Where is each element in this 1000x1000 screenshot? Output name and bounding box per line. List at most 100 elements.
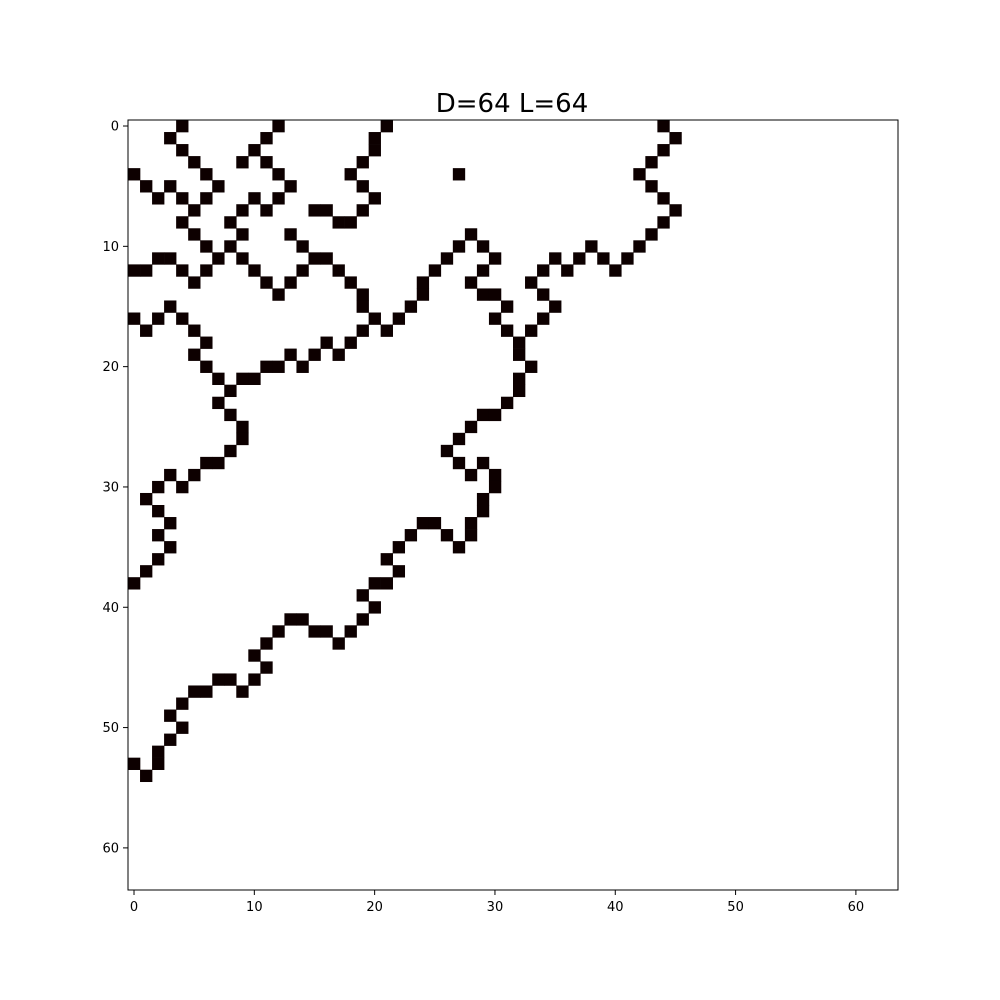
filled-cell — [164, 733, 177, 746]
filled-cell — [404, 529, 418, 542]
filled-cell — [284, 613, 297, 626]
filled-cell — [452, 168, 466, 181]
filled-cell — [236, 204, 249, 217]
filled-cell — [296, 613, 309, 626]
filled-cell — [224, 673, 237, 686]
filled-cell — [464, 420, 478, 434]
filled-cell — [176, 120, 189, 133]
filled-cell — [525, 360, 538, 373]
filled-cell — [296, 360, 309, 373]
filled-cell — [488, 480, 502, 494]
filled-cell — [248, 649, 261, 662]
filled-cell — [176, 697, 189, 710]
filled-cell — [308, 348, 321, 361]
filled-cell — [464, 517, 478, 530]
filled-cell — [152, 745, 165, 758]
filled-cell — [164, 541, 177, 554]
filled-cell — [368, 577, 381, 590]
chart-title: D=64 L=64 — [436, 89, 589, 119]
plot-frame — [127, 119, 899, 891]
filled-cell — [645, 228, 658, 241]
y-tick-label: 60 — [102, 841, 119, 856]
filled-cell — [224, 216, 237, 229]
filled-cell — [669, 132, 682, 145]
filled-cell — [356, 324, 369, 337]
filled-cell — [368, 192, 381, 205]
filled-cell — [404, 300, 418, 313]
filled-cell — [356, 613, 369, 626]
filled-cell — [356, 589, 369, 602]
filled-cell — [392, 565, 406, 578]
filled-cell — [500, 396, 514, 410]
filled-cell — [464, 529, 478, 542]
filled-cell — [152, 252, 165, 265]
filled-cell — [188, 348, 201, 361]
filled-cell — [657, 192, 670, 205]
filled-cell — [633, 168, 646, 181]
filled-cell — [176, 144, 189, 157]
filled-cell — [464, 228, 478, 241]
filled-cell — [164, 132, 177, 145]
filled-cell — [212, 372, 225, 385]
filled-cell — [212, 396, 225, 410]
filled-cell — [356, 156, 369, 169]
filled-cell — [284, 276, 297, 289]
filled-cell — [537, 264, 550, 277]
filled-cell — [476, 492, 490, 506]
x-tick-label: 0 — [130, 900, 138, 915]
filled-cell — [368, 601, 381, 614]
filled-cell — [488, 312, 502, 325]
y-tick-label: 50 — [102, 721, 119, 736]
filled-cell — [236, 228, 249, 241]
filled-cell — [212, 456, 225, 470]
filled-cell — [236, 685, 249, 698]
filled-cell — [176, 480, 189, 494]
filled-cell — [200, 685, 213, 698]
filled-cell — [416, 276, 430, 289]
filled-cell — [140, 565, 153, 578]
filled-cell — [344, 625, 357, 638]
filled-cell — [248, 144, 261, 157]
filled-cell — [308, 204, 321, 217]
filled-cell — [332, 637, 345, 650]
filled-cell — [188, 228, 201, 241]
filled-cell — [356, 300, 369, 313]
filled-cell — [296, 240, 309, 253]
filled-cell — [380, 120, 393, 133]
filled-cell — [537, 288, 550, 301]
filled-cell — [585, 240, 598, 253]
x-tick-label: 20 — [366, 900, 383, 915]
filled-cell — [152, 192, 165, 205]
filled-cell — [284, 228, 297, 241]
x-tick-label: 30 — [487, 900, 504, 915]
filled-cell — [188, 156, 201, 169]
filled-cell — [657, 120, 670, 133]
filled-cell — [573, 252, 586, 265]
filled-cell — [224, 384, 237, 398]
filled-cell — [164, 300, 177, 313]
filled-cell — [224, 444, 237, 458]
filled-cell — [236, 420, 249, 434]
filled-cell — [188, 685, 201, 698]
filled-cell — [236, 372, 249, 385]
filled-cell — [176, 312, 189, 325]
filled-cell — [248, 673, 261, 686]
filled-cell — [537, 312, 550, 325]
filled-cell — [260, 132, 273, 145]
filled-cell — [152, 553, 165, 566]
filled-cell — [176, 721, 189, 734]
filled-cell — [152, 480, 165, 494]
filled-cell — [272, 288, 285, 301]
x-tick-label: 10 — [246, 900, 263, 915]
filled-cell — [476, 408, 490, 422]
filled-cell — [645, 156, 658, 169]
filled-cell — [260, 204, 273, 217]
plot-area — [127, 119, 899, 891]
filled-cell — [236, 156, 249, 169]
filled-cell — [272, 192, 285, 205]
y-tick-label: 30 — [102, 480, 119, 495]
filled-cell — [188, 204, 201, 217]
filled-cell — [272, 168, 285, 181]
filled-cell — [140, 769, 153, 783]
